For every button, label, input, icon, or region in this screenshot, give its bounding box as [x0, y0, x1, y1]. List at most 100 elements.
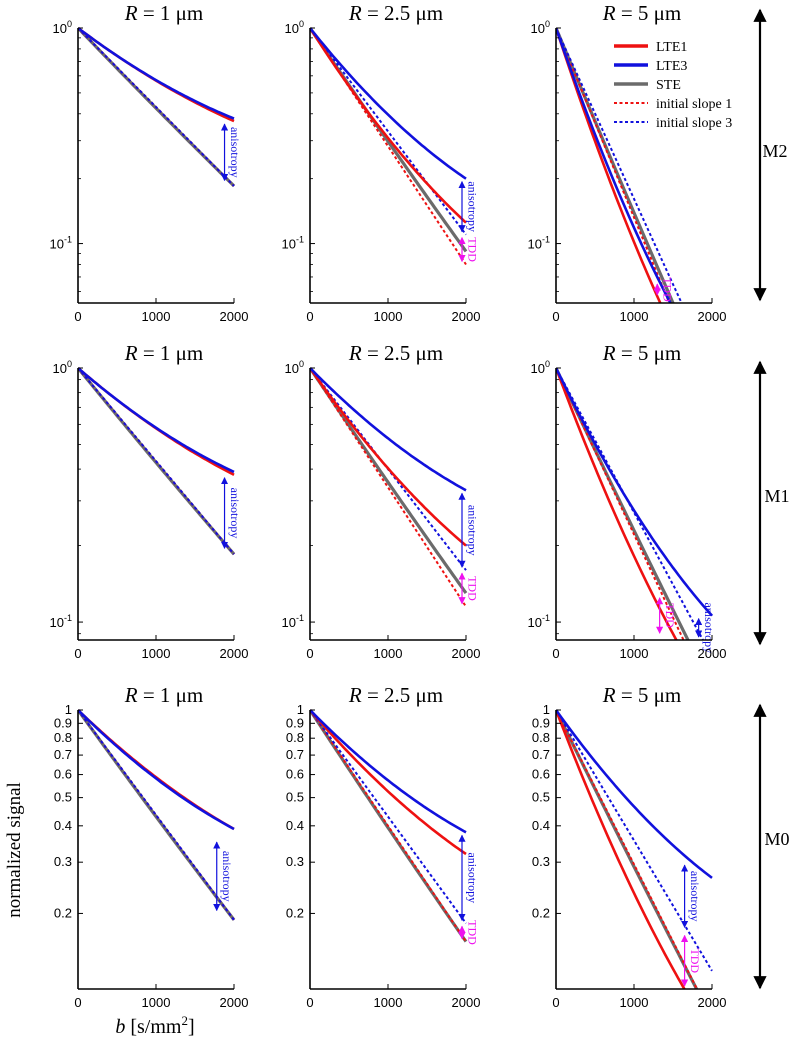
- y-tick-base: 10: [531, 361, 545, 376]
- y-tick-label: 0.3: [54, 854, 72, 869]
- series-initial-slope-3: [310, 709, 467, 924]
- x-axis-title: b [s/mm2]: [115, 1013, 194, 1038]
- panel-title-unit: μm: [170, 1, 203, 25]
- y-tick-label: 10-1: [50, 613, 72, 630]
- panel-title: R = 2.5 μm: [348, 341, 443, 365]
- y-tick-label: 100: [531, 19, 550, 36]
- panel-title-symbol: R: [602, 341, 616, 365]
- series-initial-slope-3: [556, 27, 683, 303]
- x-tick-label: 1000: [142, 995, 171, 1010]
- y-tick-label: 100: [53, 359, 72, 376]
- y-tick-exponent: 0: [299, 359, 304, 369]
- series-initial-slope-3: [556, 709, 713, 972]
- panel-title-symbol: R: [602, 683, 616, 707]
- panel-series: [310, 27, 468, 266]
- x-axis-title-symbol: b: [115, 1016, 125, 1038]
- panel-series: [78, 709, 236, 921]
- y-tick-label: 0.2: [532, 905, 550, 920]
- x-tick-label: 0: [552, 995, 559, 1010]
- series-initial-slope-1: [556, 27, 671, 303]
- panel-title-unit: μm: [170, 683, 203, 707]
- y-tick-base: 10: [50, 615, 64, 630]
- series-lte3: [78, 26, 235, 120]
- panel-title: R = 5 μm: [602, 683, 682, 707]
- panel-title-eq: =: [138, 1, 160, 25]
- panel-title-value: 1: [160, 1, 171, 25]
- annotation-label-tdd: TDD: [465, 920, 479, 945]
- series-initial-slope-3: [78, 27, 235, 187]
- y-tick-base: 10: [282, 615, 296, 630]
- y-tick-label: 100: [285, 19, 304, 36]
- y-tick-exponent: 0: [299, 19, 304, 29]
- x-tick-label: 2000: [220, 309, 249, 324]
- series-lte3: [78, 709, 235, 831]
- series-initial-slope-1: [556, 367, 685, 640]
- legend: LTE1 LTE3 STE initial slope 1 initial slope …: [614, 40, 732, 131]
- panel-title: R = 2.5 μm: [348, 683, 443, 707]
- series-lte1: [310, 27, 467, 224]
- panel-m0-r2_5: R = 2.5 μm anisotropy TDD 0 1000 2000 10.90.8 0…: [286, 683, 481, 1010]
- y-tick-label: 0.8: [54, 730, 72, 745]
- panel-series: [78, 26, 236, 188]
- y-tick-exponent: -1: [542, 613, 550, 623]
- panel-title: R = 5 μm: [602, 341, 682, 365]
- series-lte1: [78, 367, 235, 476]
- x-tick-label: 1000: [620, 646, 649, 661]
- y-tick-label: 0.3: [286, 854, 304, 869]
- panel-title-symbol: R: [124, 683, 138, 707]
- x-tick-label: 0: [552, 646, 559, 661]
- x-tick-label: 0: [306, 995, 313, 1010]
- x-tick-label: 1000: [374, 646, 403, 661]
- y-tick-label: 0.6: [532, 767, 550, 782]
- panel-title-unit: μm: [648, 341, 681, 365]
- annotation-label-tdd: TDD: [465, 237, 479, 262]
- y-tick-label: 0.8: [532, 730, 550, 745]
- panel-title-symbol: R: [348, 683, 362, 707]
- legend-label: initial slope 3: [656, 116, 732, 131]
- x-tick-label: 1000: [142, 309, 171, 324]
- y-tick-base: 10: [53, 361, 67, 376]
- panel-title-eq: =: [616, 683, 638, 707]
- panel-title-eq: =: [616, 1, 638, 25]
- panel-title-eq: =: [362, 1, 384, 25]
- x-tick-label: 0: [306, 646, 313, 661]
- panel-title-value: 2.5: [384, 341, 410, 365]
- legend-label: STE: [656, 78, 681, 93]
- x-tick-label: 2000: [698, 646, 727, 661]
- y-tick-exponent: -1: [296, 613, 304, 623]
- y-tick-label: 100: [285, 359, 304, 376]
- y-tick-exponent: -1: [64, 235, 72, 245]
- annotation-label-anisotropy: anisotropy: [465, 505, 479, 556]
- panel-title-value: 5: [638, 1, 649, 25]
- annotation-label-anisotropy: anisotropy: [465, 852, 479, 903]
- y-tick-label: 0.7: [532, 747, 550, 762]
- y-tick-label: 0.7: [54, 747, 72, 762]
- series-lte3: [556, 27, 672, 303]
- x-tick-label: 0: [306, 309, 313, 324]
- panel-title-eq: =: [616, 341, 638, 365]
- y-tick-base: 10: [528, 237, 542, 252]
- series-lte3: [556, 367, 713, 617]
- panel-series: [310, 709, 468, 943]
- panel-title-eq: =: [138, 683, 160, 707]
- y-tick-label: 0.4: [532, 818, 550, 833]
- panel-title-unit: μm: [648, 683, 681, 707]
- y-tick-label: 100: [53, 19, 72, 36]
- y-tick-label: 0.9: [286, 715, 304, 730]
- annotation-label-tdd: TDD: [661, 277, 675, 302]
- series-lte1: [78, 709, 235, 831]
- x-tick-label: 2000: [698, 309, 727, 324]
- y-tick-label: 0.6: [54, 767, 72, 782]
- panel-title-symbol: R: [348, 1, 362, 25]
- panel-title-eq: =: [362, 683, 384, 707]
- y-tick-exponent: 0: [545, 359, 550, 369]
- x-tick-label: 1000: [142, 646, 171, 661]
- legend-label: LTE1: [656, 40, 687, 55]
- annotation-label-anisotropy: anisotropy: [220, 851, 234, 902]
- panel-title-eq: =: [362, 341, 384, 365]
- panel-title-value: 2.5: [384, 683, 410, 707]
- panel-title-unit: μm: [410, 341, 443, 365]
